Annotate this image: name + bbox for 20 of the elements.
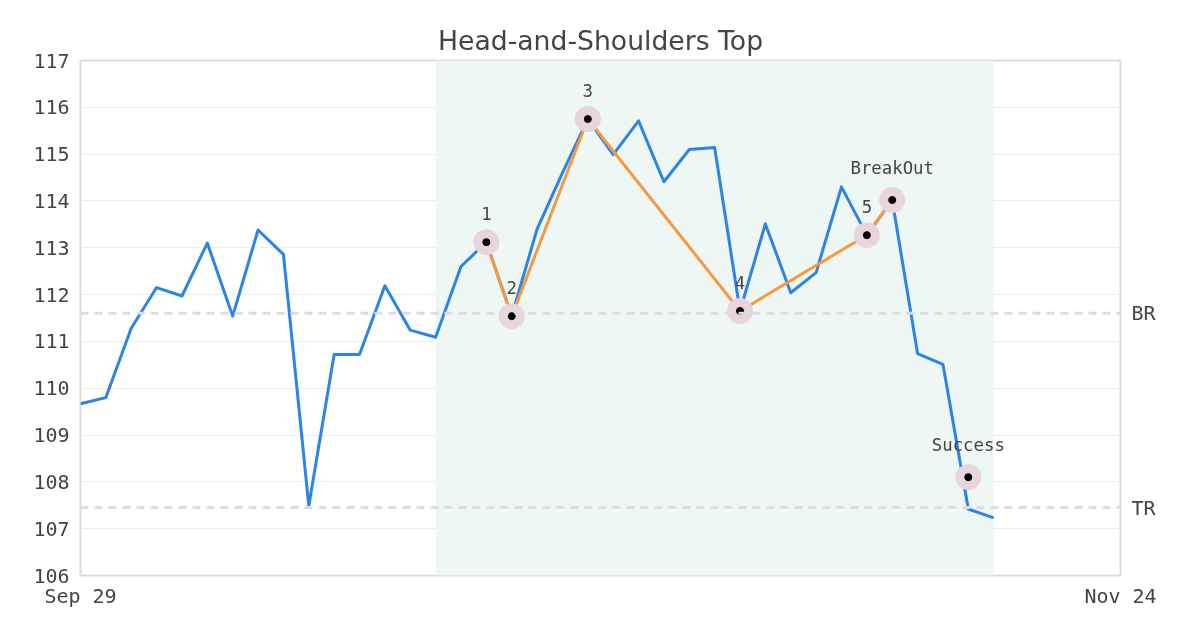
chart-title: Head-and-Shoulders Top xyxy=(437,24,764,56)
y-tick-label: 117 xyxy=(33,48,70,73)
y-tick-label: 108 xyxy=(33,469,70,494)
y-tick-label: 115 xyxy=(33,142,70,167)
y-tick-label: 112 xyxy=(33,282,70,307)
y-tick-label: 107 xyxy=(33,516,70,541)
ref-line-label: TR xyxy=(1131,495,1157,520)
y-tick-label: 111 xyxy=(33,329,70,354)
y-tick-label: 109 xyxy=(33,423,70,448)
ref-line-label: BR xyxy=(1131,301,1157,326)
annotation: BreakOut xyxy=(850,158,934,179)
y-tick-label: 114 xyxy=(33,188,70,213)
y-tick-label: 113 xyxy=(33,235,70,260)
annotation: 3 xyxy=(582,81,594,102)
y-tick-label: 116 xyxy=(33,95,70,120)
annotation: 1 xyxy=(481,204,492,225)
x-tick-label: Nov 24 xyxy=(1084,583,1157,608)
annotation: 2 xyxy=(506,278,517,299)
y-tick-label: 110 xyxy=(33,376,70,401)
annotation: 5 xyxy=(861,197,873,218)
